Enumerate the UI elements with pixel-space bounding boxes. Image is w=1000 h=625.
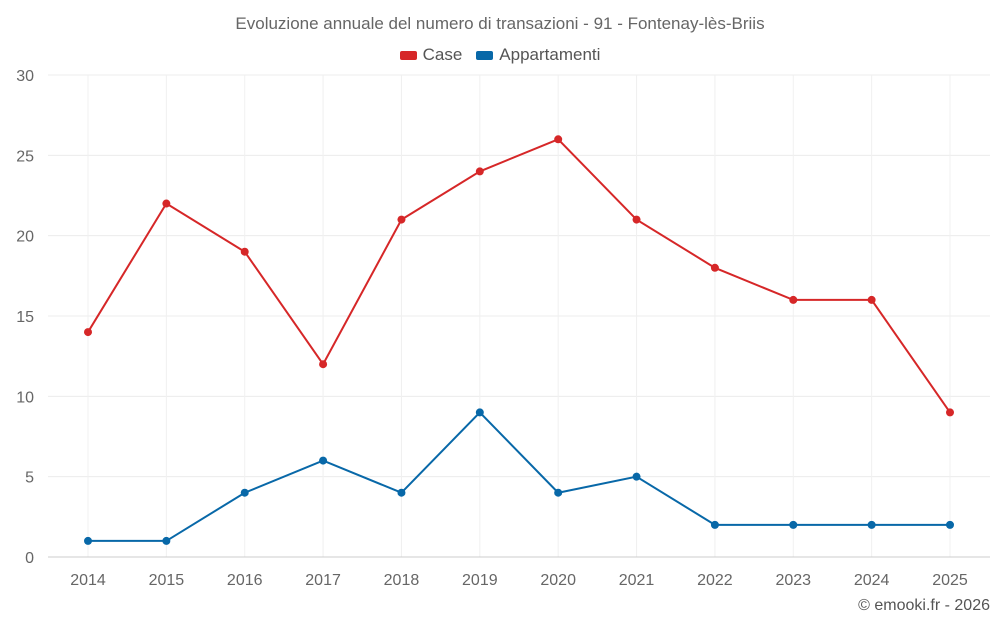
- legend-label-appartamenti: Appartamenti: [499, 45, 601, 64]
- data-point-appartamenti: [946, 520, 954, 529]
- x-tick-label: 2022: [697, 572, 733, 589]
- data-point-case: [710, 263, 719, 272]
- data-point-appartamenti: [319, 456, 328, 465]
- legend-label-case: Case: [422, 45, 463, 64]
- legend-swatch-appartamenti: [476, 50, 494, 60]
- data-point-case: [867, 295, 876, 304]
- data-point-appartamenti: [162, 536, 171, 545]
- legend-item-appartamenti[interactable]: Appartamenti: [476, 45, 600, 65]
- y-tick-label: 25: [16, 148, 34, 165]
- data-point-appartamenti: [475, 408, 484, 417]
- data-point-case: [397, 215, 406, 224]
- chart-title: Evoluzione annuale del numero di transaz…: [235, 14, 765, 33]
- y-tick-label: 15: [16, 309, 34, 326]
- data-point-appartamenti: [789, 520, 798, 529]
- series-line-appartamenti: [88, 410, 950, 542]
- data-point-case: [632, 215, 641, 224]
- data-point-appartamenti: [397, 488, 406, 497]
- data-point-appartamenti: [240, 488, 249, 497]
- series-line-case: [87, 138, 951, 413]
- y-tick-label: 5: [25, 470, 34, 487]
- x-tick-label: 2024: [854, 572, 890, 589]
- data-point-case: [319, 360, 328, 369]
- x-tick-label: 2014: [70, 572, 106, 589]
- data-point-case: [162, 199, 171, 208]
- x-tick-label: 2025: [932, 572, 968, 589]
- x-tick-label: 2015: [149, 572, 185, 589]
- legend: Case Appartamenti: [0, 45, 1000, 65]
- data-point-appartamenti: [710, 520, 719, 529]
- data-point-appartamenti: [632, 472, 641, 481]
- x-tick-label: 2023: [775, 572, 811, 589]
- data-point-case: [240, 247, 249, 256]
- credit: © emooki.fr - 2026: [858, 597, 990, 614]
- x-tick-label: 2016: [227, 572, 263, 589]
- legend-swatch-case: [399, 50, 417, 60]
- data-point-appartamenti: [84, 536, 92, 545]
- data-point-appartamenti: [554, 488, 563, 497]
- data-point-case: [554, 135, 563, 144]
- legend-item-case[interactable]: Case: [399, 45, 463, 65]
- y-tick-label: 0: [25, 550, 34, 567]
- x-tick-label: 2019: [462, 572, 498, 589]
- data-point-case: [946, 408, 954, 417]
- data-point-appartamenti: [867, 520, 876, 529]
- data-point-case: [84, 328, 92, 337]
- x-tick-label: 2020: [540, 572, 576, 589]
- x-tick-label: 2017: [305, 572, 341, 589]
- y-tick-label: 30: [16, 68, 34, 85]
- y-tick-label: 10: [16, 389, 34, 406]
- x-tick-label: 2018: [384, 572, 420, 589]
- y-tick-label: 20: [16, 229, 34, 246]
- data-point-case: [789, 295, 798, 304]
- data-point-case: [475, 167, 484, 176]
- x-tick-label: 2021: [619, 572, 655, 589]
